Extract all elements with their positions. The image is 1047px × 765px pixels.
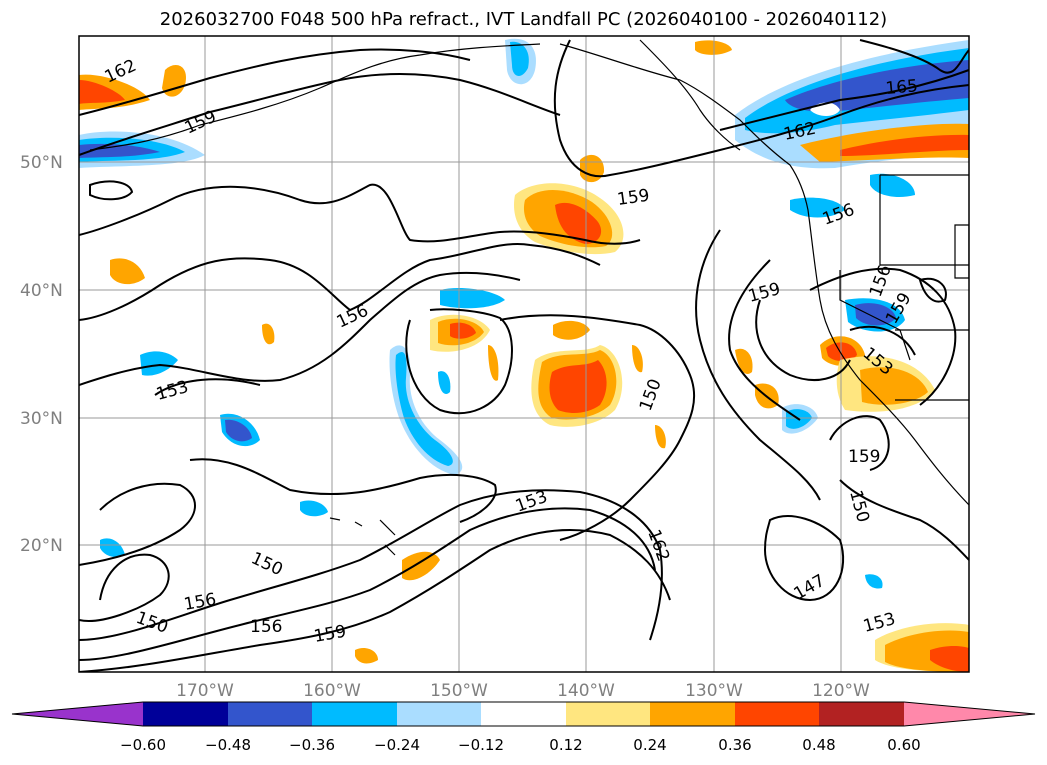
height-contours [79, 39, 969, 672]
colorbar-tick: −0.12 [458, 736, 504, 754]
lon-label: 140°W [557, 681, 615, 701]
contour-label: 156 [250, 617, 282, 637]
lon-label: 160°W [303, 681, 361, 701]
colorbar-bin [143, 702, 228, 726]
colorbar-tick: −0.48 [205, 736, 251, 754]
contour-label: 165 [885, 76, 919, 99]
colorbar-tick: −0.60 [120, 736, 166, 754]
colorbar-outline [11, 701, 1036, 727]
colorbar-tick: −0.24 [374, 736, 420, 754]
colorbar-bin [566, 702, 650, 726]
colorbar-tick: 0.48 [802, 736, 835, 754]
lat-label: 30°N [20, 409, 63, 429]
lat-label: 20°N [20, 536, 63, 556]
colorbar-tick: 0.60 [887, 736, 920, 754]
lat-label: 40°N [20, 281, 63, 301]
colorbar-bin [228, 702, 312, 726]
colorbar: −0.60 −0.48 −0.36 −0.24 −0.12 0.12 0.24 … [11, 701, 1036, 754]
colorbar-tick: 0.12 [549, 736, 582, 754]
colorbar-tick: −0.36 [289, 736, 335, 754]
lat-label: 50°N [20, 153, 63, 173]
colorbar-bin [650, 702, 735, 726]
lat-labels: 50°N 40°N 30°N 20°N [20, 153, 63, 556]
colorbar-bin [397, 702, 481, 726]
lon-label: 120°W [812, 681, 870, 701]
lon-label: 130°W [685, 681, 743, 701]
colorbar-bin [735, 702, 819, 726]
lon-labels: 170°W 160°W 150°W 140°W 130°W 120°W [176, 681, 870, 701]
graticule [79, 36, 969, 672]
colorbar-tick: 0.36 [718, 736, 751, 754]
contour-label: 159 [616, 186, 651, 210]
colorbar-bin [481, 702, 566, 726]
colorbar-tick: 0.24 [633, 736, 666, 754]
lon-label: 150°W [430, 681, 488, 701]
contour-label: 159 [848, 447, 880, 467]
colorbar-extend-low [12, 702, 143, 726]
colorbar-bin [819, 702, 904, 726]
coastlines [89, 39, 969, 556]
ivt-shading [79, 38, 969, 672]
colorbar-extend-high [904, 702, 1035, 726]
map-frame [78, 35, 970, 673]
lon-label: 170°W [176, 681, 234, 701]
colorbar-bin [312, 702, 397, 726]
map-title: 2026032700 F048 500 hPa refract., IVT La… [159, 9, 888, 30]
